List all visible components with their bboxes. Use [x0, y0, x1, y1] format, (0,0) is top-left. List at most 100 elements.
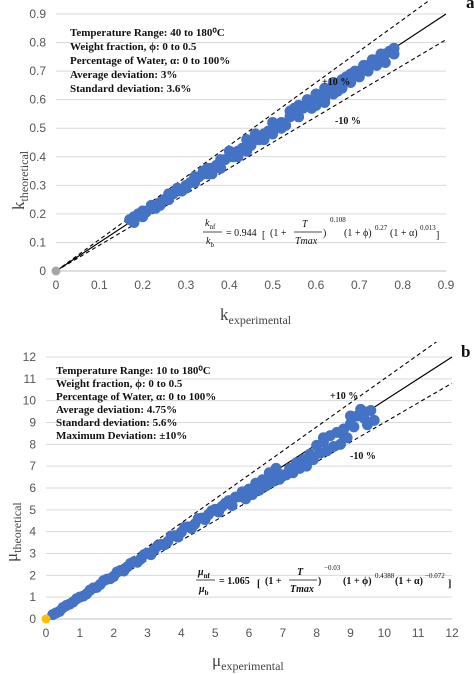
eq-term1-denominator: Tmax: [295, 236, 318, 247]
eq-term1-numerator: T: [297, 567, 304, 578]
data-point: [258, 134, 270, 146]
x-tick-label: 12: [445, 626, 459, 640]
panel-a-info-line: Percentage of Water, α: 0 to 100%: [70, 55, 230, 67]
data-point: [154, 199, 166, 211]
x-tick-label: 7: [279, 626, 286, 640]
data-point: [371, 59, 383, 71]
data-point: [358, 412, 370, 424]
eq-lhs-denominator: kb: [206, 236, 214, 249]
data-point: [319, 97, 331, 109]
data-point: [345, 410, 356, 422]
eq-bracket-open: [: [262, 230, 265, 241]
panel-a-info-line: Weight fraction, ϕ: 0 to 0.5: [70, 41, 197, 53]
x-tick-label: 11: [412, 626, 425, 640]
data-point: [362, 65, 374, 77]
panel-a-equation: knf kb = 0.944 [ (1 + T Tmax ) 0.108 (1 …: [203, 216, 439, 249]
eq-term1-denominator: Tmax: [290, 584, 314, 595]
x-tick-label: 0: [43, 626, 50, 640]
x-tick-label: 3: [144, 626, 151, 640]
data-point: [232, 151, 244, 163]
x-tick-label: 0.9: [438, 278, 455, 292]
panel-a-y-axis-title: ktheoretical: [9, 150, 31, 210]
x-tick-label: 0.4: [221, 278, 238, 292]
x-tick-label: 2: [110, 626, 117, 640]
y-tick-label: 0.2: [29, 207, 46, 221]
upper-band-line: [45, 342, 438, 620]
panel-b-y-axis-title: μtheoretical: [2, 502, 24, 562]
y-tick-label: 0.4: [29, 150, 46, 164]
x-tick-label: 0: [53, 278, 60, 292]
eq-term2: (1 + ϕ): [343, 576, 372, 587]
panel-b-info-line: Percentage of Water, α: 0 to 100%: [56, 391, 216, 403]
panel-b-info-line: Standard deviation: 5.6%: [56, 417, 177, 429]
data-point: [301, 94, 313, 106]
data-point: [245, 139, 257, 151]
data-point: [365, 404, 377, 416]
data-point: [50, 607, 62, 619]
data-point: [137, 205, 149, 217]
data-point: [192, 513, 204, 525]
data-point: [125, 557, 137, 569]
y-tick-label: 10: [23, 394, 37, 408]
data-point: [379, 57, 391, 69]
y-tick-label: 8: [29, 437, 36, 451]
data-point: [275, 122, 287, 134]
eq-term1-open: (1 +: [265, 576, 282, 587]
panel-a-axes: 0 0.1 0.2 0.3 0.4 0.5 0.6 0.7 0.8 0.9 0 0.1 0.2 0.3 0.…: [29, 7, 454, 292]
panel-b-label: b: [461, 342, 470, 361]
panel-a-lower-band-label: -10 %: [335, 116, 361, 127]
data-point: [152, 540, 164, 552]
x-tick-label: 9: [347, 626, 354, 640]
y-tick-label: 5: [29, 503, 36, 517]
data-point: [138, 549, 150, 561]
panel-a-gridlines: [56, 13, 446, 243]
data-point: [353, 71, 365, 83]
data-point: [128, 211, 140, 223]
panel-a-info-line: Standard deviation: 3.6%: [70, 83, 191, 95]
data-point: [202, 162, 214, 174]
data-point: [307, 454, 319, 466]
upper-band-line: [55, 0, 431, 272]
data-point: [215, 162, 227, 174]
data-point: [249, 128, 261, 140]
panel-a-upper-band-label: +10 %: [322, 77, 350, 88]
y-tick-label: 0.6: [29, 93, 46, 107]
panel-a-x-axis-title: kexperimental: [220, 305, 292, 327]
data-point: [314, 447, 326, 459]
eq-term1-exponent: −0.03: [324, 564, 341, 572]
data-point: [355, 403, 367, 415]
data-point: [345, 77, 357, 89]
x-tick-label: 0.7: [351, 278, 368, 292]
panel-b-data-points: [41, 403, 380, 624]
x-tick-label: 0.2: [134, 278, 151, 292]
y-tick-label: 2: [29, 568, 36, 582]
eq-term3-exponent: 0.013: [420, 224, 436, 232]
panel-b-info-box: Temperature Range: 10 to 180⁰C Weight fr…: [56, 365, 216, 442]
eq-bracket-close: ]: [448, 579, 451, 590]
y-tick-label: 0.9: [29, 7, 46, 21]
x-tick-label: 0.6: [308, 278, 325, 292]
panel-a-label: a: [466, 0, 474, 12]
data-point: [223, 145, 235, 157]
panel-b-info-line: Weight fraction, ϕ: 0 to 0.5: [56, 378, 183, 390]
y-tick-label: 0.5: [29, 121, 46, 135]
panel-b-lower-band-label: -10 %: [350, 451, 376, 462]
y-tick-label: 11: [24, 372, 37, 386]
y-tick-label: 9: [29, 416, 36, 430]
data-point: [180, 182, 192, 194]
data-point: [270, 462, 282, 474]
x-tick-label: 10: [378, 626, 392, 640]
origin-point: [41, 614, 51, 624]
panel-a-info-line: Temperature Range: 40 to 180⁰C: [70, 27, 225, 39]
y-tick-label: 1: [29, 590, 36, 604]
y-tick-label: 6: [29, 481, 36, 495]
data-point: [348, 421, 360, 433]
data-point: [267, 128, 279, 140]
panel-b-info-line: Maximum Deviation: ±10%: [56, 430, 187, 442]
eq-term3-exponent: −0.072: [425, 572, 445, 580]
panel-a-data-points: [51, 42, 400, 276]
data-point: [336, 79, 348, 91]
